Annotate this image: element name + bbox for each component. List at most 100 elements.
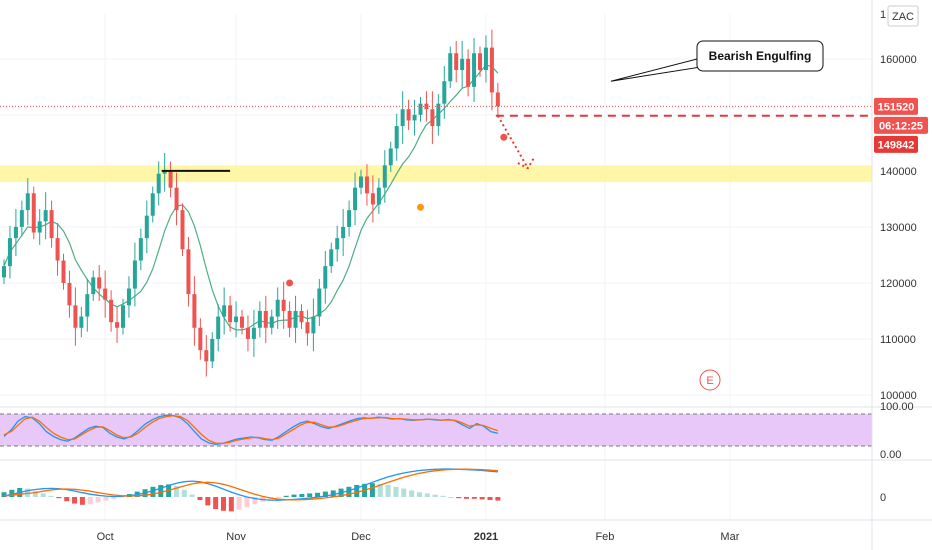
support-resistance-zone [0, 165, 872, 183]
macd-bar [377, 483, 383, 497]
price-axis[interactable]: 100000 110000 120000 130000 140000 160000 100.… [880, 54, 917, 504]
macd-bar [275, 497, 281, 498]
candle-body [442, 81, 447, 104]
ma-path [3, 64, 499, 331]
candle-body [79, 316, 84, 328]
candle-body [216, 316, 221, 339]
signal-markers [286, 133, 508, 287]
macd-bar [432, 494, 438, 497]
candle-body [85, 294, 90, 317]
macd-bar [299, 494, 305, 497]
macd-zero-label: 0 [880, 492, 886, 504]
candle-body [49, 210, 54, 239]
target-price-badge [874, 135, 918, 153]
time-axis[interactable]: Oct Nov Dec 2021 Feb Mar [97, 531, 740, 543]
candle-body [222, 305, 227, 317]
candle-body [174, 187, 179, 211]
target-price-text: 149842 [878, 139, 915, 151]
candle-body [460, 58, 465, 71]
candle-body [299, 310, 304, 323]
candle-body [162, 170, 167, 174]
candle-body [341, 226, 346, 239]
time-tick-label: Dec [351, 531, 371, 543]
candle-body [168, 170, 173, 188]
candle-body [251, 327, 256, 339]
macd-bar [56, 497, 62, 499]
bearish-engulfing-callout: Bearish Engulfing [610, 40, 824, 82]
stochastic-d-line [3, 414, 499, 445]
candle-body [73, 305, 78, 328]
candle-body [228, 305, 233, 323]
earnings-event-marker[interactable]: E [699, 369, 721, 391]
macd-bar [440, 495, 446, 497]
candle-body [364, 176, 369, 194]
price-tick-label: 100000 [880, 390, 917, 402]
macd-bar [307, 493, 313, 497]
macd-bar [48, 495, 54, 497]
candle-body [138, 238, 143, 261]
candle-body [13, 226, 18, 239]
candle-series [2, 29, 500, 377]
time-tick-label: 2021 [474, 531, 498, 543]
macd-bar [330, 490, 336, 497]
macd-bar [32, 491, 38, 497]
candle-body [394, 126, 399, 149]
macd-bar [424, 493, 430, 497]
candle-body [329, 249, 334, 267]
macd-bar [103, 497, 109, 501]
candle-body [495, 92, 500, 107]
candle-body [7, 238, 12, 267]
candle-body [353, 187, 358, 211]
macd-bar [72, 497, 78, 504]
macd-bar [322, 491, 328, 497]
signal-dot [286, 279, 294, 287]
candle-body [263, 310, 268, 328]
candle-body [25, 193, 30, 211]
price-axis-top-partial-label: 1 [880, 9, 886, 21]
candle-body [370, 193, 375, 205]
candle-body [489, 47, 494, 93]
macd-bar [197, 497, 203, 500]
candle-body [37, 221, 42, 233]
macd-bar [213, 497, 219, 509]
countdown-text: 06:12:25 [879, 120, 923, 132]
time-tick-label: Mar [720, 531, 739, 543]
candle-body [436, 103, 441, 127]
candle-body [418, 103, 423, 115]
macd-bar [95, 497, 101, 503]
last-price-badge [874, 97, 918, 115]
macd-bar [393, 486, 399, 497]
signal-dot [417, 203, 424, 211]
candle-body [257, 310, 262, 328]
candle-body [103, 288, 108, 300]
macd-bar [205, 497, 211, 506]
callout-text: Bearish Engulfing [709, 49, 812, 63]
candle-body [245, 327, 250, 339]
macd-bar [158, 485, 164, 497]
price-badges: 151520 06:12:25 149842 [874, 97, 928, 153]
candle-body [406, 109, 411, 121]
candle-body [466, 58, 471, 87]
macd-bar [228, 497, 234, 512]
price-tick-label: 120000 [880, 278, 917, 290]
candle-body [412, 114, 417, 121]
macd-bar [244, 497, 250, 508]
macd-signal-line [3, 468, 498, 501]
candle-body [31, 193, 36, 233]
candle-body [454, 53, 459, 71]
macd-bar [189, 494, 195, 497]
candle-body [156, 173, 161, 194]
stochastic-pane [0, 413, 872, 447]
candle-body [67, 282, 72, 306]
stochastic-level-label: 100.00 [880, 401, 914, 413]
macd-bar [283, 495, 289, 497]
macd-bar [369, 483, 375, 497]
macd-bar [9, 489, 15, 497]
time-tick-label: Nov [226, 531, 246, 543]
macd-bar [220, 497, 226, 511]
symbol-label[interactable]: ZAC [887, 5, 919, 27]
macd-bar [495, 497, 501, 501]
candle-body [204, 350, 209, 362]
candle-body [281, 299, 286, 311]
